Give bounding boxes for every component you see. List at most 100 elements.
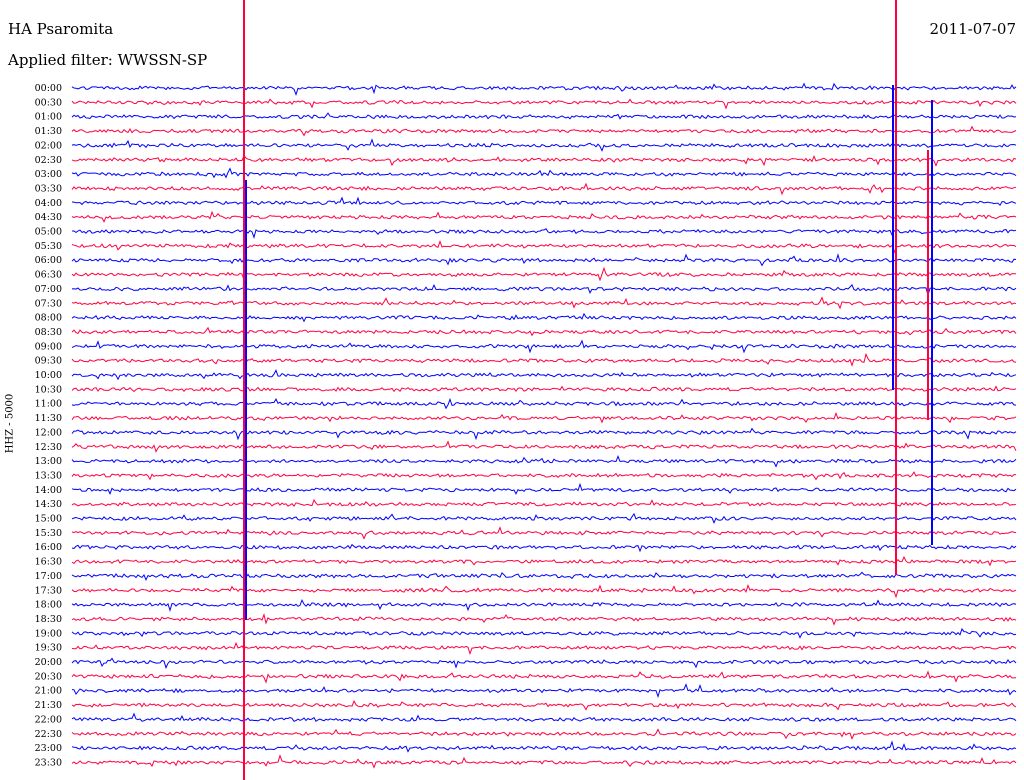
trace-line bbox=[71, 82, 1017, 97]
trace-line bbox=[71, 598, 1017, 613]
row-label: 09:00 bbox=[35, 341, 62, 352]
trace-line bbox=[71, 612, 1017, 626]
row-label: 18:30 bbox=[35, 614, 62, 625]
row-label: 23:30 bbox=[35, 757, 62, 768]
row-label: 06:00 bbox=[35, 255, 62, 266]
y-axis-label: HHZ - 5000 bbox=[4, 393, 16, 454]
trace-line bbox=[71, 210, 1017, 223]
row-label: 12:30 bbox=[35, 442, 62, 453]
station-title: HA Psaromita bbox=[8, 20, 114, 38]
date-label: 2011-07-07 bbox=[929, 20, 1016, 38]
trace-line bbox=[71, 240, 1017, 255]
row-label: 02:00 bbox=[35, 140, 62, 151]
row-label: 14:00 bbox=[35, 485, 62, 496]
trace-line bbox=[71, 352, 1017, 367]
row-label: 10:30 bbox=[35, 384, 62, 395]
trace-line bbox=[71, 98, 1017, 110]
trace-line bbox=[71, 670, 1017, 684]
row-label: 01:00 bbox=[35, 112, 62, 123]
row-label: 11:30 bbox=[35, 413, 62, 424]
row-label: 08:30 bbox=[35, 327, 62, 338]
row-label: 00:30 bbox=[35, 97, 62, 108]
trace-line bbox=[71, 641, 1017, 656]
trace-line bbox=[71, 657, 1017, 670]
trace-line bbox=[71, 712, 1017, 723]
trace-line bbox=[71, 627, 1017, 639]
trace-line bbox=[71, 411, 1017, 424]
row-label: 21:30 bbox=[35, 700, 62, 711]
row-label: 11:00 bbox=[35, 399, 62, 410]
row-label: 17:30 bbox=[35, 585, 62, 596]
trace-line bbox=[71, 427, 1017, 441]
row-label: 14:30 bbox=[35, 499, 62, 510]
trace-line bbox=[71, 683, 1017, 699]
row-label: 19:30 bbox=[35, 643, 62, 654]
row-label: 05:00 bbox=[35, 227, 62, 238]
row-label: 20:30 bbox=[35, 671, 62, 682]
filter-label: Applied filter: WWSSN-SP bbox=[8, 51, 208, 69]
trace-line bbox=[71, 339, 1017, 354]
trace-line bbox=[71, 112, 1017, 120]
row-label: 01:30 bbox=[35, 126, 62, 137]
row-label: 15:00 bbox=[35, 514, 62, 525]
row-label: 05:30 bbox=[35, 241, 62, 252]
trace-line bbox=[71, 471, 1016, 481]
trace-line bbox=[71, 196, 1017, 207]
row-label: 06:30 bbox=[35, 270, 62, 281]
trace-line bbox=[71, 369, 1017, 381]
trace-line bbox=[71, 455, 1017, 468]
trace-line bbox=[71, 253, 1017, 267]
row-label: 09:30 bbox=[35, 356, 62, 367]
trace-line bbox=[71, 699, 1017, 711]
trace-line bbox=[71, 482, 1017, 495]
trace-line bbox=[71, 284, 1017, 297]
trace-line bbox=[71, 125, 1017, 137]
trace-line bbox=[71, 740, 1017, 753]
row-label: 19:00 bbox=[35, 628, 62, 639]
trace-line bbox=[71, 182, 1017, 196]
row-label: 03:30 bbox=[35, 183, 62, 194]
trace-line bbox=[71, 312, 1017, 323]
row-label: 07:00 bbox=[35, 284, 62, 295]
row-label: 07:30 bbox=[35, 298, 62, 309]
row-label: 21:00 bbox=[35, 686, 62, 697]
row-label: 12:00 bbox=[35, 427, 62, 438]
trace-line bbox=[71, 326, 1017, 337]
trace-line bbox=[71, 526, 1017, 540]
row-label: 15:30 bbox=[35, 528, 62, 539]
trace-line bbox=[71, 584, 1017, 599]
trace-line bbox=[71, 440, 1017, 453]
trace-line bbox=[71, 266, 1017, 283]
trace-line bbox=[72, 228, 1017, 239]
row-label: 10:00 bbox=[35, 370, 62, 381]
trace-line bbox=[71, 498, 1017, 507]
row-label: 13:30 bbox=[35, 470, 62, 481]
trace-line bbox=[71, 543, 1017, 553]
row-label: 13:00 bbox=[35, 456, 62, 467]
trace-line bbox=[71, 296, 1017, 310]
trace-line bbox=[71, 138, 1017, 152]
trace-line bbox=[71, 512, 1017, 524]
row-label: 22:30 bbox=[35, 729, 62, 740]
row-label: 08:00 bbox=[35, 313, 62, 324]
row-label: 22:00 bbox=[35, 714, 62, 725]
trace-line bbox=[71, 728, 1017, 741]
row-label: 00:00 bbox=[35, 83, 62, 94]
row-label: 20:00 bbox=[35, 657, 62, 668]
trace-line bbox=[71, 754, 1017, 769]
trace-line bbox=[71, 571, 1017, 582]
row-label: 18:00 bbox=[35, 600, 62, 611]
row-label: 04:00 bbox=[35, 198, 62, 209]
trace-line bbox=[71, 167, 1017, 179]
row-label: 16:30 bbox=[35, 557, 62, 568]
trace-line bbox=[71, 154, 1017, 167]
row-label: 04:30 bbox=[35, 212, 62, 223]
row-label: 02:30 bbox=[35, 155, 62, 166]
row-label: 16:00 bbox=[35, 542, 62, 553]
row-label: 03:00 bbox=[35, 169, 62, 180]
trace-line bbox=[71, 397, 1017, 410]
trace-line bbox=[71, 555, 1017, 567]
row-label: 17:00 bbox=[35, 571, 62, 582]
trace-line bbox=[71, 385, 1017, 393]
